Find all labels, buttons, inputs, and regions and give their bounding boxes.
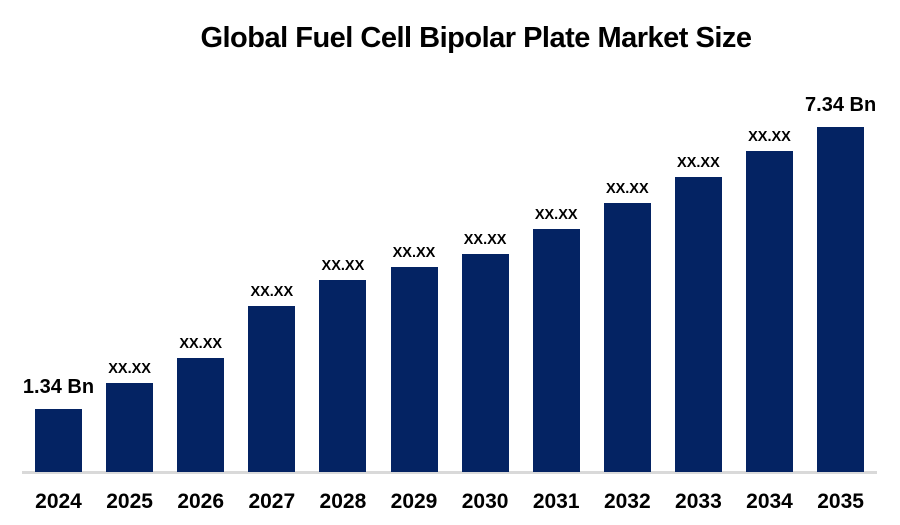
bar-value-label-2035: 7.34 Bn bbox=[805, 94, 877, 116]
x-axis-tick-label-2025: 2025 bbox=[106, 490, 153, 513]
bar-2035 bbox=[817, 127, 864, 472]
bar-value-label-2024: 1.34 Bn bbox=[22, 376, 95, 398]
bar-2024 bbox=[35, 409, 82, 472]
x-axis-tick-label-2031: 2031 bbox=[532, 490, 580, 513]
bar-value-label-2033: XX.XX bbox=[677, 154, 720, 171]
x-axis-tick-label-2027: 2027 bbox=[248, 490, 296, 513]
bar-2031 bbox=[533, 229, 580, 472]
x-axis-line bbox=[22, 471, 877, 474]
bar-value-label-2028: XX.XX bbox=[321, 257, 365, 274]
bar-2029 bbox=[391, 267, 438, 472]
x-axis-tick-label-2024: 2024 bbox=[35, 490, 82, 513]
x-axis-tick-label-2028: 2028 bbox=[319, 490, 367, 513]
bar-value-label-2034: XX.XX bbox=[748, 128, 791, 145]
bar-2033 bbox=[675, 177, 722, 472]
bar-value-label-2030: XX.XX bbox=[463, 231, 507, 248]
x-axis-tick-label-2035: 2035 bbox=[817, 490, 864, 513]
bar-value-label-2027: XX.XX bbox=[250, 283, 294, 300]
bar-2025 bbox=[106, 383, 153, 472]
chart-title: Global Fuel Cell Bipolar Plate Market Si… bbox=[200, 22, 752, 54]
bar-2027 bbox=[248, 306, 295, 472]
bar-2026 bbox=[177, 358, 224, 472]
bar-2034 bbox=[746, 151, 793, 472]
x-axis-tick-label-2034: 2034 bbox=[746, 490, 793, 513]
bar-value-label-2026: XX.XX bbox=[179, 335, 223, 352]
bar-2032 bbox=[604, 203, 651, 472]
x-axis-tick-label-2030: 2030 bbox=[461, 490, 509, 513]
bar-value-label-2029: XX.XX bbox=[392, 244, 436, 261]
bar-value-label-2031: XX.XX bbox=[534, 206, 578, 223]
x-axis-tick-label-2026: 2026 bbox=[177, 490, 225, 513]
bar-value-label-2032: XX.XX bbox=[605, 180, 649, 197]
x-axis-tick-label-2029: 2029 bbox=[390, 490, 438, 513]
bar-2028 bbox=[319, 280, 366, 472]
bar-value-label-2025: XX.XX bbox=[108, 360, 151, 377]
x-axis-tick-label-2033: 2033 bbox=[675, 490, 722, 513]
x-axis-tick-label-2032: 2032 bbox=[603, 490, 651, 513]
bar-2030 bbox=[462, 254, 509, 472]
